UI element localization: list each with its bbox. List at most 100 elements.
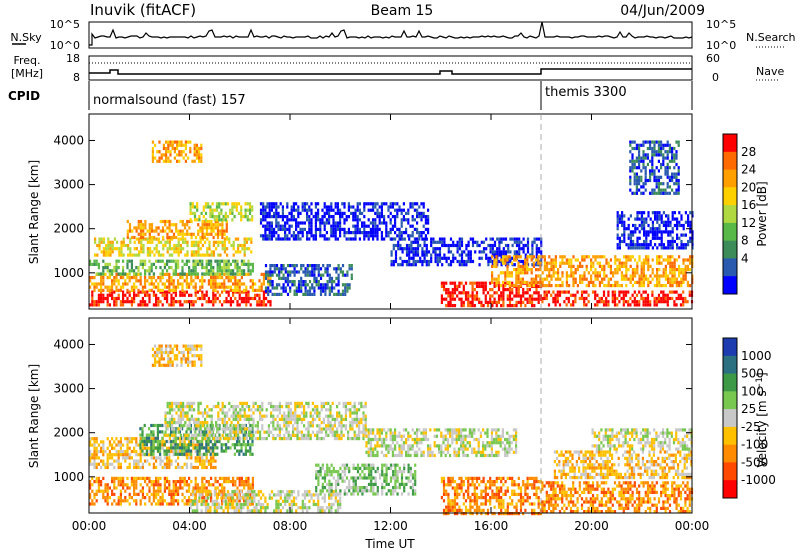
power-cell <box>654 227 657 231</box>
power-cell <box>635 300 639 304</box>
power-cell <box>332 227 335 231</box>
velocity-cell <box>189 449 192 453</box>
power-cell <box>195 143 198 147</box>
velocity-cell <box>189 423 192 428</box>
power-cell <box>133 290 136 294</box>
power-cell <box>210 269 213 273</box>
velocity-cell <box>172 453 175 457</box>
power-cell <box>677 191 680 195</box>
power-cell <box>557 271 560 275</box>
power-cell <box>646 303 650 307</box>
power-cell <box>218 262 221 266</box>
velocity-cell <box>229 496 232 500</box>
power-cell <box>632 230 635 234</box>
velocity-cell <box>181 427 184 431</box>
power-cell <box>642 264 645 268</box>
power-cell <box>657 191 660 195</box>
power-cell <box>275 264 279 268</box>
power-cell <box>449 300 452 304</box>
velocity-cell <box>93 437 96 441</box>
power-cell <box>647 243 650 247</box>
velocity-cell <box>93 480 96 484</box>
power-cell <box>664 264 667 268</box>
power-cell <box>173 146 176 151</box>
power-cell <box>148 229 151 233</box>
power-cell <box>405 227 408 231</box>
power-cell <box>640 178 643 183</box>
velocity-cell <box>168 502 171 506</box>
power-cell <box>334 227 337 231</box>
power-cell <box>561 271 564 275</box>
power-cell <box>409 205 412 209</box>
power-cell <box>629 280 632 284</box>
power-cell <box>135 266 138 270</box>
power-cell <box>157 285 160 289</box>
power-cell <box>420 218 423 222</box>
power-cell <box>667 214 670 218</box>
power-cell <box>493 300 496 304</box>
velocity-cell <box>144 446 147 450</box>
velocity-cell <box>89 449 92 454</box>
power-cell <box>673 223 676 228</box>
power-cell <box>197 229 200 233</box>
power-cell <box>640 156 643 160</box>
power-cell <box>682 227 685 231</box>
power-cell <box>295 289 298 293</box>
velocity-cell <box>225 446 228 450</box>
power-cell <box>524 253 527 257</box>
power-cell <box>297 237 300 241</box>
power-cell <box>678 223 681 228</box>
power-cell <box>174 288 177 292</box>
power-cell <box>133 247 136 251</box>
power-cell <box>399 247 402 251</box>
power-cell <box>172 235 176 240</box>
power-cell <box>430 253 433 257</box>
power-cell <box>227 285 230 289</box>
power-cell <box>128 229 132 233</box>
power-cell <box>273 270 276 274</box>
power-cell <box>509 259 512 264</box>
power-cell <box>391 227 394 231</box>
power-cell <box>168 276 171 280</box>
power-cell <box>623 214 626 218</box>
power-cell <box>232 282 235 286</box>
power-cell <box>312 237 315 241</box>
power-cell <box>447 300 450 304</box>
velocity-cell <box>163 486 166 490</box>
power-cell <box>594 255 597 259</box>
power-cell <box>161 269 164 273</box>
power-cell <box>673 166 676 170</box>
power-cell <box>380 205 383 209</box>
velocity-cell <box>133 476 136 480</box>
velocity-cell <box>106 496 109 500</box>
power-cell <box>169 153 172 157</box>
power-cell <box>127 247 130 251</box>
power-cell <box>289 289 292 293</box>
power-cell <box>493 281 496 285</box>
power-cell <box>389 221 392 225</box>
power-cell <box>196 276 199 280</box>
power-cell <box>655 303 658 307</box>
power-cell <box>227 262 230 266</box>
power-cell <box>194 282 197 286</box>
power-cell <box>669 280 672 284</box>
velocity-cell <box>203 483 206 487</box>
power-cell <box>528 281 531 285</box>
power-cell <box>440 300 443 304</box>
power-cell <box>234 262 237 266</box>
power-cell <box>303 208 306 212</box>
power-cell <box>260 303 263 307</box>
velocity-cell <box>115 437 118 441</box>
power-cell <box>163 262 166 266</box>
power-cell <box>642 153 645 157</box>
power-cell <box>467 297 470 301</box>
power-cell <box>601 280 604 284</box>
power-cell <box>151 159 154 163</box>
power-cell <box>239 250 242 254</box>
power-cell <box>372 208 375 212</box>
power-cell <box>93 288 96 292</box>
power-cell <box>227 276 230 280</box>
velocity-cell <box>139 453 142 457</box>
power-cell <box>430 243 433 248</box>
velocity-cell <box>100 483 103 487</box>
